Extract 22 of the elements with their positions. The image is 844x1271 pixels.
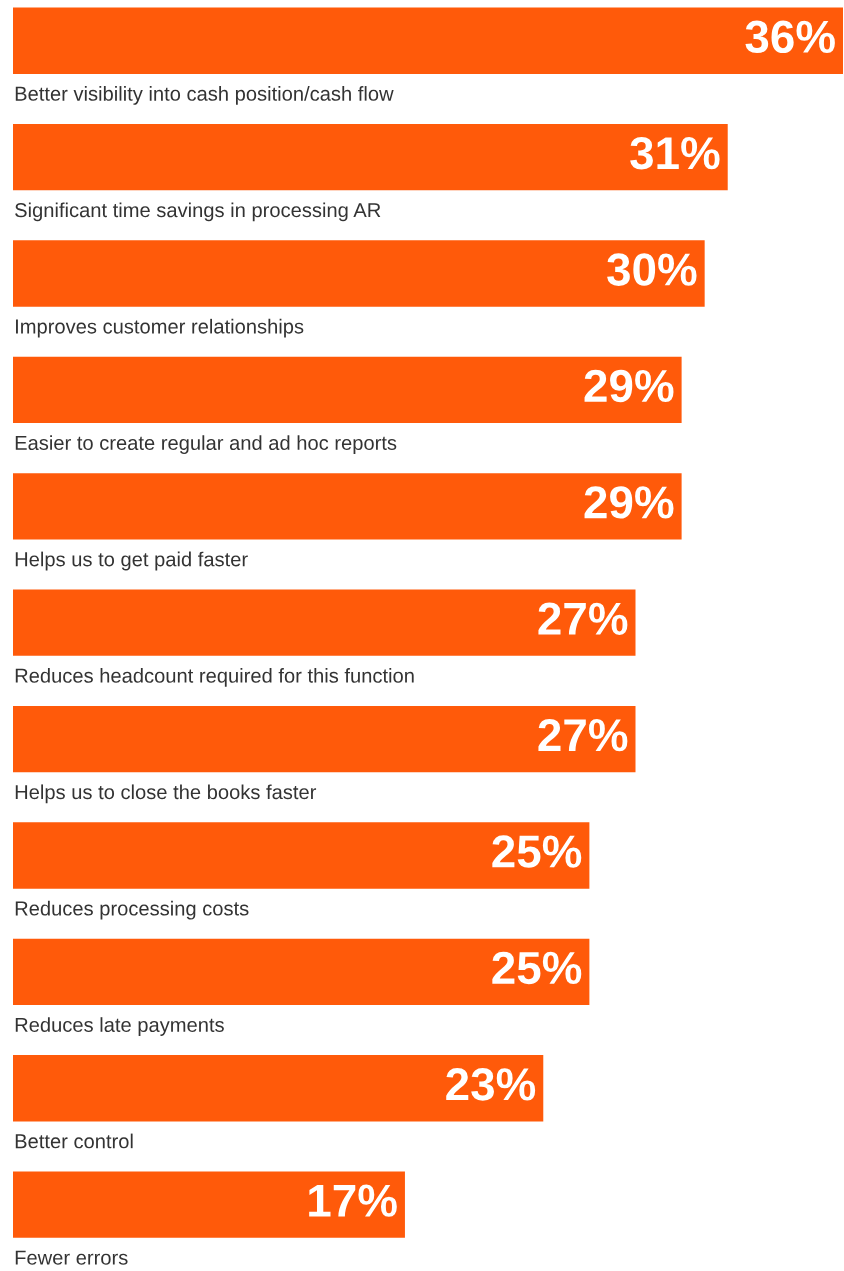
data-label: 17% bbox=[309, 1184, 397, 1217]
data-label: 31% bbox=[630, 136, 720, 170]
data-label: 27% bbox=[538, 602, 628, 635]
y-tick-label: Significant time savings in processing AR bbox=[15, 202, 381, 222]
y-tick-label: Easier to create regular and ad hoc reports bbox=[15, 435, 397, 454]
y-tick-label: Helps us to close the books faster bbox=[15, 784, 317, 804]
y-tick-label: Better visibility into cash position/cash flow bbox=[15, 86, 394, 105]
data-label: 27% bbox=[538, 718, 628, 752]
y-tick-label: Fewer errors bbox=[15, 1250, 128, 1265]
y-tick-label: Improves customer relationships bbox=[16, 318, 304, 338]
data-label: 36% bbox=[745, 20, 835, 54]
y-tick-label: Reduces processing costs bbox=[15, 900, 249, 920]
data-label: 25% bbox=[492, 835, 582, 868]
data-label: 29% bbox=[584, 369, 674, 403]
data-label: 29% bbox=[584, 486, 674, 519]
data-label: 23% bbox=[446, 1068, 536, 1101]
y-tick-label: Reduces headcount required for this function bbox=[15, 668, 414, 687]
y-tick-label: Better control bbox=[15, 1133, 133, 1149]
data-label: 30% bbox=[607, 253, 697, 286]
y-tick-label: Reduces late payments bbox=[15, 1017, 224, 1036]
data-label: 25% bbox=[492, 951, 582, 985]
y-tick-label: Helps us to get paid faster bbox=[15, 551, 248, 571]
